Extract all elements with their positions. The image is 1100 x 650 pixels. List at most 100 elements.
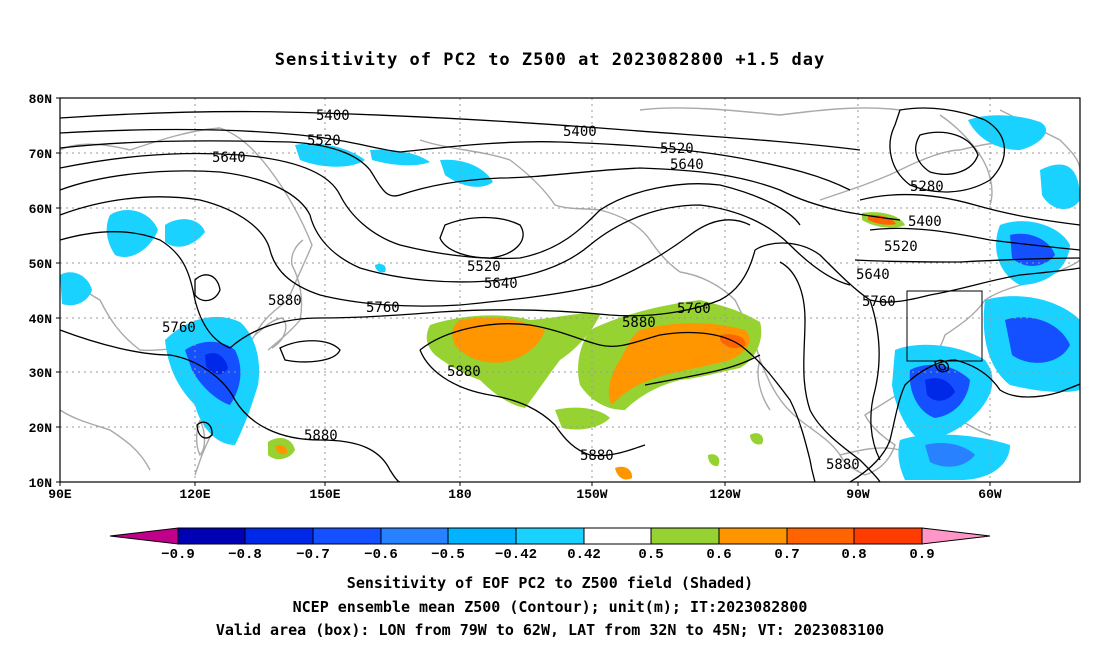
shade-neg-18 bbox=[925, 378, 955, 401]
shade-pos-11 bbox=[868, 214, 896, 225]
contour-5700 bbox=[59, 196, 751, 307]
contour-label: 5880 bbox=[447, 364, 481, 380]
lat-label: 60N bbox=[29, 202, 52, 217]
lon-label: 60W bbox=[978, 487, 1002, 502]
lon-label: 150E bbox=[309, 487, 340, 502]
shade-neg-11 bbox=[1040, 164, 1080, 210]
axis-ticks bbox=[56, 97, 991, 486]
contour-label: 5760 bbox=[162, 320, 196, 336]
contour-low-180 bbox=[439, 216, 524, 259]
contour-5580-east bbox=[869, 227, 1081, 251]
shade-neg-9 bbox=[440, 159, 493, 187]
contour-label: 5880 bbox=[826, 457, 860, 473]
coast-indochina bbox=[59, 409, 151, 471]
colorbar-label: −0.9 bbox=[161, 547, 195, 563]
lat-label: 30N bbox=[29, 366, 52, 381]
coast-hudson bbox=[819, 142, 1021, 201]
contour-5880-ridge bbox=[644, 354, 761, 386]
shade-neg-8 bbox=[370, 149, 430, 166]
contour-na-central bbox=[869, 299, 881, 461]
coast-japan bbox=[267, 239, 304, 351]
lat-label: 20N bbox=[29, 421, 52, 436]
shade-neg-15 bbox=[1005, 317, 1070, 363]
colorbar-label: 0.5 bbox=[638, 547, 663, 563]
contour-5220-ring bbox=[915, 131, 979, 175]
colorbar-right-arrow bbox=[921, 527, 991, 545]
colorbar-swatch bbox=[244, 527, 314, 545]
contour-label: 5520 bbox=[884, 239, 918, 255]
colorbar-label: −0.6 bbox=[364, 547, 398, 563]
contour-5460-east bbox=[859, 193, 1081, 226]
colorbar-label: 0.6 bbox=[706, 547, 731, 563]
coast-baja bbox=[757, 359, 771, 411]
colorbar-label: 0.42 bbox=[567, 547, 601, 563]
colorbar-label: 0.8 bbox=[841, 547, 866, 563]
lon-labels: 90E 120E 150E 180 150W 120W 90W 60W bbox=[48, 487, 1002, 502]
contour-label: 5760 bbox=[862, 294, 896, 310]
contour-label: 5760 bbox=[677, 301, 711, 317]
contour-label: 5520 bbox=[467, 259, 501, 275]
contour-label: 5520 bbox=[660, 141, 694, 157]
lon-label: 120W bbox=[709, 487, 740, 502]
colorbar-label: −0.42 bbox=[495, 547, 537, 563]
contour-5640-east bbox=[854, 257, 1081, 263]
shade-pos-2 bbox=[452, 317, 545, 363]
contour-5880-mid bbox=[419, 323, 816, 483]
contour-5580 bbox=[59, 152, 801, 260]
contour-5880-small bbox=[279, 340, 341, 363]
colorbar-swatch bbox=[650, 527, 720, 545]
colorbar-label: −0.7 bbox=[296, 547, 330, 563]
shade-neg-2 bbox=[106, 210, 158, 258]
contour-5280-ring bbox=[889, 107, 1006, 193]
lon-label: 90W bbox=[846, 487, 870, 502]
shade-pos-13 bbox=[708, 454, 720, 467]
contour-label: 5280 bbox=[910, 179, 944, 195]
valid-area-box bbox=[906, 290, 983, 362]
shading-layer bbox=[60, 115, 1080, 480]
shade-neg-1 bbox=[60, 272, 92, 306]
contour-label: 5640 bbox=[212, 150, 246, 166]
contour-small-west bbox=[194, 274, 221, 302]
lat-labels: 80N 70N 60N 50N 40N 30N 20N 10N bbox=[29, 92, 52, 491]
lon-label: 180 bbox=[448, 487, 472, 502]
contour-label: 5880 bbox=[268, 293, 302, 309]
shade-pos-12 bbox=[750, 433, 764, 445]
colorbar-label: 0.7 bbox=[774, 547, 799, 563]
coast-na-west bbox=[679, 271, 866, 476]
shade-pos-6 bbox=[555, 407, 610, 430]
lat-label: 80N bbox=[29, 92, 52, 107]
contour-na-west bbox=[779, 261, 881, 483]
lat-label: 10N bbox=[29, 476, 52, 491]
lat-label: 70N bbox=[29, 147, 52, 162]
footer-line-1: Sensitivity of EOF PC2 to Z500 field (Sh… bbox=[346, 574, 754, 592]
colorbar-label: 0.9 bbox=[909, 547, 934, 563]
lon-label: 150W bbox=[576, 487, 607, 502]
contour-label: 5400 bbox=[316, 108, 350, 124]
contour-5520-main bbox=[59, 140, 901, 221]
contour-5760-east bbox=[754, 242, 1081, 303]
contour-label: 5400 bbox=[908, 214, 942, 230]
colorbar-label: −0.5 bbox=[431, 547, 465, 563]
shade-neg-7 bbox=[295, 143, 365, 167]
coast-arctic bbox=[639, 107, 901, 116]
shade-pos-9 bbox=[615, 466, 633, 480]
contour-5880-west bbox=[59, 329, 401, 483]
colorbar-swatch bbox=[447, 527, 517, 545]
shade-pos-8 bbox=[275, 444, 288, 455]
contour-low-east-inner bbox=[938, 363, 946, 371]
contour-label: 5880 bbox=[304, 428, 338, 444]
contour-5640-main bbox=[59, 170, 851, 286]
coast-alaska bbox=[419, 139, 681, 273]
contour-label: 5640 bbox=[856, 267, 890, 283]
contour-label: 5400 bbox=[563, 124, 597, 140]
colorbar-swatch bbox=[312, 527, 382, 545]
lon-label: 120E bbox=[179, 487, 210, 502]
contour-label: 5520 bbox=[307, 133, 341, 149]
lat-label: 40N bbox=[29, 312, 52, 327]
colorbar-left-arrow bbox=[109, 527, 179, 545]
lat-label: 50N bbox=[29, 257, 52, 272]
contour-layer bbox=[59, 107, 1081, 483]
colorbar-swatch bbox=[853, 527, 923, 545]
shade-neg-21 bbox=[375, 263, 386, 273]
